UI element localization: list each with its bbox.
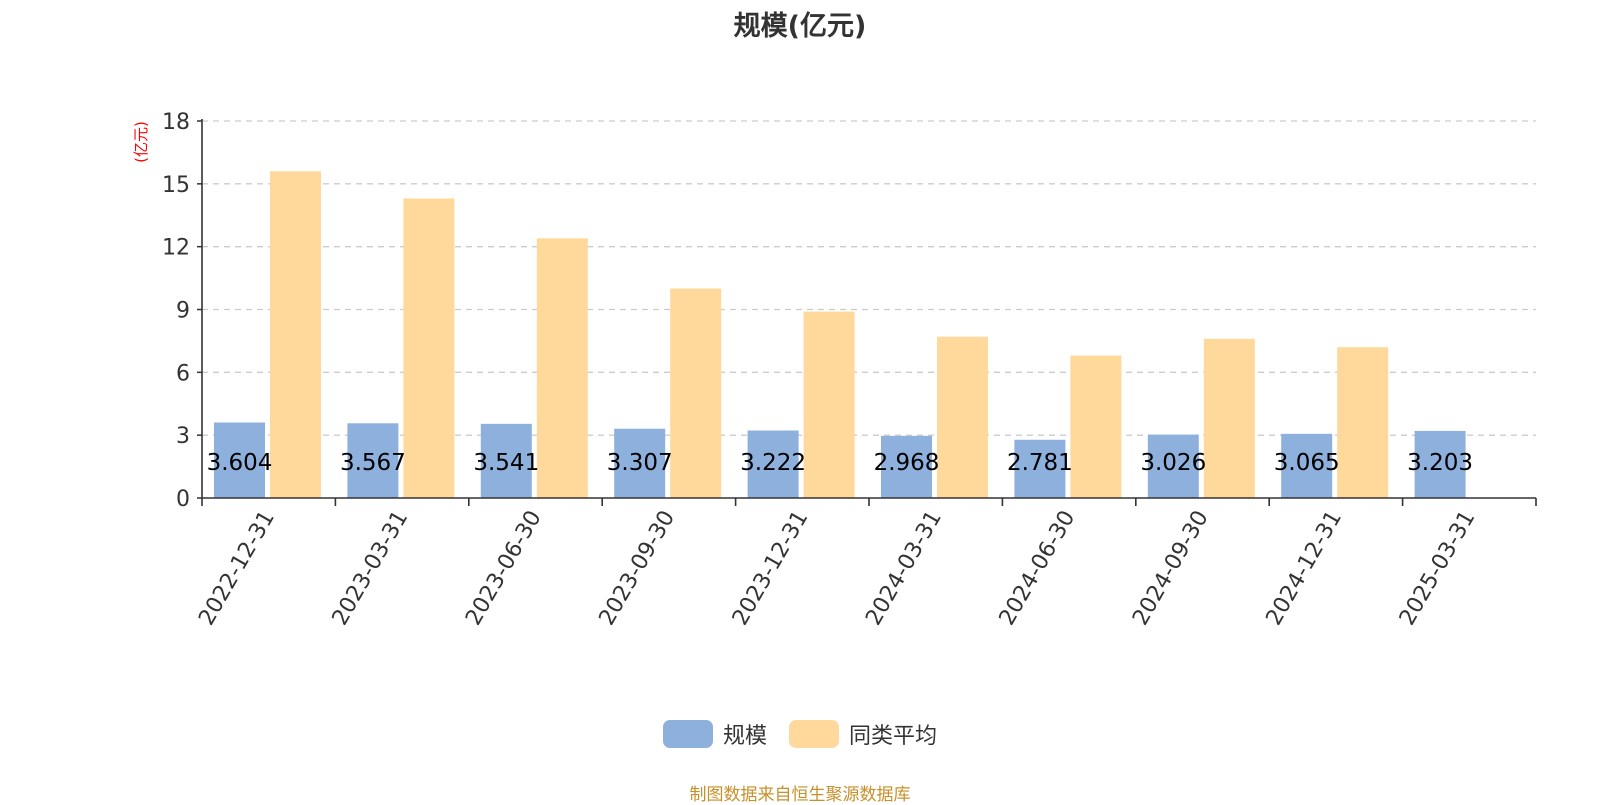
bar-scale [214,422,265,498]
bar-scale [1281,433,1333,498]
y-axis-label: (亿元) [132,121,150,163]
bar-peer-average [670,288,722,498]
bar-scale [1147,434,1199,498]
bar-scale [747,430,799,498]
bar-scale [614,428,666,498]
legend-item-peer-average[interactable]: 同类平均 [789,718,937,750]
legend-swatch-peer-average [789,720,839,748]
legend-label-peer-average: 同类平均 [849,724,938,749]
x-tick-label: 2024-09-30 [1128,507,1214,630]
bar-peer-average [1203,338,1255,498]
y-tick-label: 18 [162,110,190,135]
bar-value-label: 2.781 [1007,450,1073,476]
bar-value-label: 3.567 [340,450,406,476]
legend-item-scale[interactable]: 规模 [662,718,767,750]
bar-scale [1414,430,1466,498]
bar-value-label: 3.604 [207,450,273,476]
bar-value-label: 3.307 [607,450,673,476]
bar-value-label: 3.026 [1140,450,1206,476]
bar-peer-average [803,311,855,498]
y-tick-label: 3 [176,424,190,449]
x-tick-label: 2023-12-31 [728,507,814,630]
bar-value-label: 3.222 [740,450,806,476]
bar-peer-average [937,336,988,498]
y-tick-label: 15 [162,173,190,198]
legend-label-scale: 规模 [722,724,767,749]
y-tick-label: 6 [176,361,190,386]
bar-value-label: 2.968 [874,450,940,476]
bar-scale [881,435,932,498]
bar-peer-average [1337,347,1389,498]
x-tick-label: 2023-09-30 [595,507,681,630]
bar-peer-average [1070,355,1122,498]
chart-title: 规模(亿元) [733,11,867,42]
bar-value-label: 3.203 [1407,450,1473,476]
data-labels: 3.604 3.567 3.541 3.307 3.222 2.968 2.781 3.026… [207,450,1473,476]
x-tick-label: 2024-03-31 [861,506,947,629]
x-tick-label: 2024-06-30 [995,507,1081,630]
grid-lines [202,120,1536,436]
y-tick-label: 9 [176,299,190,324]
source-note: 制图数据来自恒生聚源数据库 [689,785,911,805]
bar-peer-average [270,171,321,498]
bars [214,171,1466,499]
x-tick-label: 2023-06-30 [461,507,547,630]
bar-value-label: 3.065 [1274,450,1340,476]
bar-scale [1014,439,1066,498]
bar-scale [347,423,399,498]
y-tick-label: 0 [176,487,190,512]
y-tick-label: 12 [162,236,190,261]
legend-swatch-scale [662,720,713,748]
bar-peer-average [403,198,455,498]
x-tick-label: 2022-12-31 [194,507,280,630]
x-tick-label: 2024-12-31 [1262,507,1348,630]
bar-scale [480,423,532,498]
x-tick-label: 2025-03-31 [1395,507,1481,630]
bar-value-label: 3.541 [473,450,539,476]
legend: 规模 同类平均 [0,718,1600,750]
x-tick-label: 2023-03-31 [328,506,414,629]
bar-peer-average [536,238,588,499]
